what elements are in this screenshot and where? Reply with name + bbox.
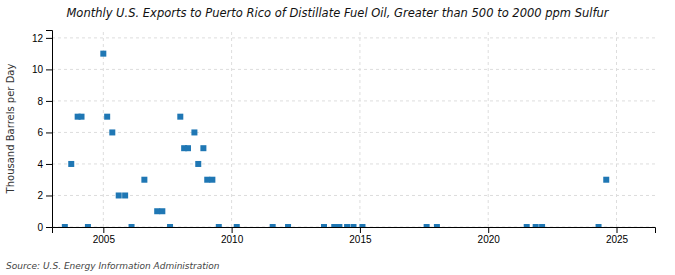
- point: [116, 192, 122, 198]
- x-tick-mark: [232, 227, 233, 233]
- y-label: Thousand Barrels per Day: [5, 64, 16, 195]
- point: [533, 224, 539, 227]
- y-tick-label: 4: [37, 159, 43, 170]
- points: [62, 51, 609, 227]
- y-tick-mark: [46, 164, 52, 165]
- point: [285, 224, 291, 227]
- x-tick-mark: [488, 227, 489, 233]
- point: [104, 114, 110, 120]
- y-tick-label: 8: [37, 96, 43, 107]
- point: [154, 208, 160, 214]
- annotation: Source: U.S. Energy Information Administ…: [6, 261, 220, 271]
- grid-line: [52, 69, 655, 70]
- y-tick: 12: [32, 33, 52, 44]
- y-tick-mark: [46, 132, 52, 133]
- point: [122, 192, 128, 198]
- point: [109, 129, 115, 135]
- point: [209, 177, 215, 183]
- y-tick-label: 12: [32, 33, 44, 44]
- y-tick: 8: [37, 96, 52, 107]
- point: [85, 224, 91, 227]
- grid-line: [103, 30, 104, 227]
- y-tick: 0: [37, 222, 52, 233]
- y-tick-label: 2: [37, 190, 43, 201]
- y-tick-mark: [46, 38, 52, 39]
- y-tick: 2: [37, 190, 52, 201]
- x-tick-label: 2005: [93, 234, 116, 245]
- x-tick: 2005: [93, 227, 116, 245]
- point: [195, 161, 201, 167]
- point: [100, 51, 106, 57]
- x-tick: 2010: [221, 227, 244, 245]
- y-tick-label: 0: [37, 222, 43, 233]
- point: [321, 224, 327, 227]
- grid-line: [52, 163, 655, 164]
- point: [216, 224, 222, 227]
- y-tick: 6: [37, 127, 52, 138]
- point: [596, 224, 602, 227]
- grid-line: [52, 100, 655, 101]
- point: [62, 224, 68, 227]
- y-axis-line: [46, 31, 53, 228]
- point: [434, 224, 440, 227]
- x-tick-label: 2015: [349, 234, 372, 245]
- y-axis: 0 2 4 6 8 10 12: [32, 31, 53, 233]
- y-tick: 4: [37, 159, 52, 170]
- x-tick-mark: [103, 227, 104, 233]
- point: [336, 224, 342, 227]
- y-tick-mark: [46, 69, 52, 70]
- x-tick: 2025: [606, 227, 629, 245]
- point: [167, 224, 173, 227]
- point: [351, 224, 357, 227]
- point: [331, 224, 337, 227]
- point: [524, 224, 530, 227]
- point: [185, 145, 191, 151]
- point: [200, 145, 206, 151]
- point: [603, 177, 609, 183]
- x-axis-line: [53, 228, 656, 234]
- point: [204, 177, 210, 183]
- point: [270, 224, 276, 227]
- point: [344, 224, 350, 227]
- title: Monthly U.S. Exports to Puerto Rico of D…: [66, 6, 609, 20]
- x-tick: 2015: [349, 227, 372, 245]
- grid: [52, 30, 655, 227]
- point: [79, 114, 85, 120]
- grid-line: [52, 132, 655, 133]
- grid-line: [231, 30, 232, 227]
- y-tick: 10: [32, 64, 52, 75]
- x-tick-mark: [360, 227, 361, 233]
- point: [359, 224, 365, 227]
- x-tick-label: 2020: [478, 234, 501, 245]
- x-axis: 2005 2010 2015 2020 2025: [53, 227, 656, 245]
- point: [129, 224, 135, 227]
- y-tick-label: 6: [37, 127, 43, 138]
- grid-line: [52, 37, 655, 38]
- x-tick: 2020: [478, 227, 501, 245]
- point: [234, 224, 240, 227]
- chart: 2005 2010 2015 2020 2025 0 2 4 6 8 10 12 Thousand Ba…: [0, 0, 675, 275]
- point: [68, 161, 74, 167]
- grid-line: [488, 30, 489, 227]
- y-tick-mark: [46, 227, 52, 228]
- y-tick-mark: [46, 195, 52, 196]
- x-tick-label: 2010: [221, 234, 244, 245]
- point: [424, 224, 430, 227]
- point: [191, 129, 197, 135]
- x-tick-label: 2025: [606, 234, 629, 245]
- point: [177, 114, 183, 120]
- x-tick-mark: [617, 227, 618, 233]
- y-tick-label: 10: [32, 64, 44, 75]
- grid-line: [52, 195, 655, 196]
- grid-line: [359, 30, 360, 227]
- grid-line: [616, 30, 617, 227]
- y-tick-mark: [46, 101, 52, 102]
- point: [539, 224, 545, 227]
- point: [141, 177, 147, 183]
- point: [159, 208, 165, 214]
